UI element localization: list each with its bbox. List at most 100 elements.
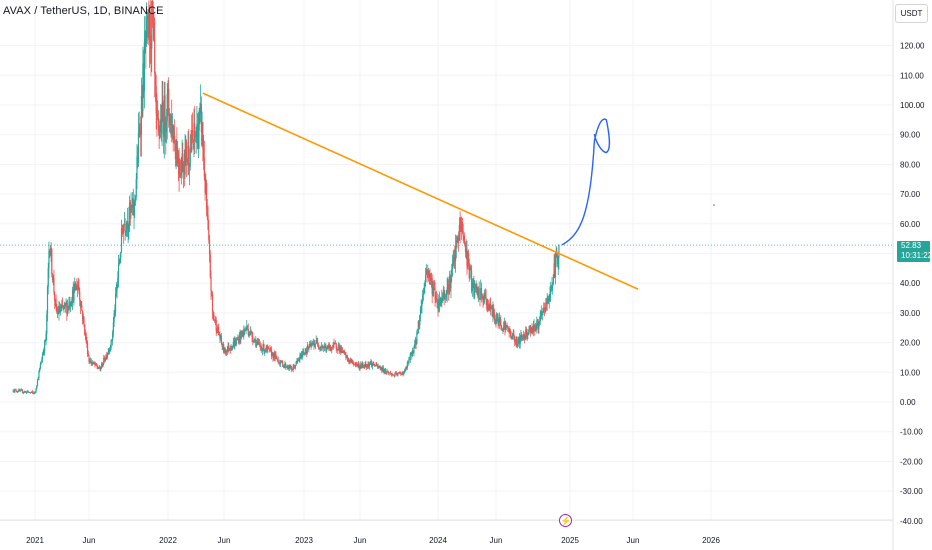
candle-body: [388, 372, 390, 374]
candle-body: [466, 248, 468, 267]
candle-body: [229, 348, 231, 350]
lightning-icon[interactable]: ⚡: [559, 514, 572, 527]
candle-body: [69, 304, 72, 307]
candle-body: [399, 372, 401, 374]
candle-body: [418, 321, 420, 326]
x-tick-label: 2024: [429, 536, 447, 545]
candle-body: [140, 95, 143, 135]
candle-body: [182, 153, 184, 172]
candle-body: [230, 348, 232, 350]
candle-body: [185, 142, 188, 163]
candle-body: [16, 391, 18, 392]
candle-body: [200, 103, 202, 133]
candle-body: [51, 249, 53, 275]
candle-body: [532, 326, 534, 333]
x-tick-label: 2021: [26, 536, 44, 545]
candle-body: [243, 330, 245, 336]
candle-body: [458, 237, 460, 241]
candle-body: [156, 113, 158, 117]
candle-body: [542, 308, 544, 313]
candle-body: [361, 363, 363, 368]
candle-body: [238, 334, 240, 343]
candle-body: [520, 334, 522, 338]
candle-body: [296, 361, 298, 363]
candle-body: [346, 355, 348, 359]
candle-body: [21, 389, 23, 391]
candle-body: [66, 304, 68, 314]
candle-body: [83, 317, 85, 325]
candle-body: [68, 302, 70, 308]
candle-body: [19, 389, 21, 391]
candle-body: [365, 363, 367, 366]
candle-body: [126, 221, 128, 229]
candle-body: [232, 341, 234, 346]
candle-body: [257, 341, 259, 343]
candle-body: [295, 361, 297, 366]
candle-body: [58, 306, 60, 315]
candle-body: [427, 271, 430, 277]
candle-body: [220, 335, 222, 339]
candle-body: [276, 358, 279, 360]
candle-body: [103, 357, 105, 364]
candle-body: [186, 159, 188, 163]
candle-body: [354, 364, 356, 365]
candle-body: [216, 330, 218, 333]
candle-body: [249, 334, 251, 336]
candle-body: [133, 202, 135, 215]
currency-button[interactable]: USDT: [895, 4, 928, 23]
candle-body: [78, 286, 80, 293]
candle-body: [392, 374, 394, 376]
candle-body: [34, 392, 36, 394]
candle-body: [107, 352, 109, 354]
candle-body: [343, 351, 346, 354]
candle-body: [182, 164, 185, 172]
candle-body: [252, 336, 254, 342]
candle-body: [532, 327, 534, 333]
candle-body: [147, 16, 149, 18]
y-tick-label: -30.00: [900, 487, 923, 496]
candle-body: [349, 359, 351, 362]
candle-body: [196, 123, 198, 135]
candle-body: [120, 228, 123, 253]
candle-body: [184, 149, 186, 175]
candle-body: [551, 286, 553, 288]
x-tick-label: Jun: [627, 536, 640, 545]
candle-body: [505, 326, 507, 330]
candle-body: [194, 123, 196, 134]
candle-body: [469, 267, 471, 279]
symbol-legend[interactable]: AVAX / TetherUS, 1D, BINANCE: [3, 5, 164, 17]
candle-body: [200, 103, 202, 108]
candle-body: [213, 314, 215, 320]
candle-body: [181, 153, 183, 163]
candle-body: [57, 311, 59, 315]
candle-body: [194, 133, 197, 138]
candle-body: [72, 289, 74, 301]
candle-body: [474, 287, 476, 297]
candle-body: [137, 132, 140, 163]
candle-body: [498, 317, 500, 324]
candle-body: [179, 173, 181, 174]
candle-body: [300, 354, 302, 356]
candle-body: [170, 115, 172, 117]
candle-body: [167, 88, 169, 95]
candle-body: [381, 367, 384, 371]
candle-body: [498, 317, 501, 323]
candle-body: [331, 347, 333, 351]
candle-body: [384, 369, 386, 373]
candle-body: [342, 350, 344, 353]
candle-body: [86, 343, 89, 354]
candle-body: [273, 352, 276, 359]
candle-body: [445, 294, 447, 297]
candle-body: [493, 307, 495, 314]
candle-body: [438, 298, 440, 310]
candle-body: [508, 329, 510, 333]
candle-body: [541, 312, 543, 315]
candle-body: [264, 350, 266, 353]
candle-body: [496, 313, 498, 323]
candle-body: [234, 340, 237, 345]
candle-body: [149, 13, 151, 44]
candle-body: [197, 123, 199, 149]
candle-body: [380, 368, 382, 371]
